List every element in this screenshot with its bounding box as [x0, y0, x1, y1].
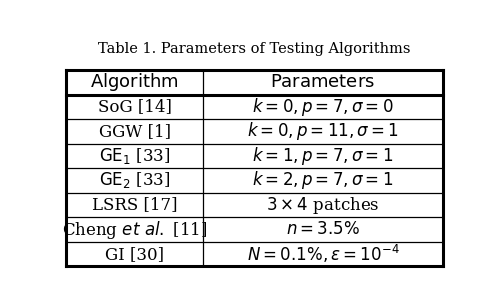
Text: GGW [1]: GGW [1]	[99, 123, 171, 140]
Text: $\mathbf{\mathrm{Algorithm}}$: $\mathbf{\mathrm{Algorithm}}$	[90, 71, 179, 93]
Text: LSRS [17]: LSRS [17]	[92, 197, 178, 214]
Text: $3 \times 4$ patches: $3 \times 4$ patches	[266, 194, 380, 216]
Text: $k = 0, p = 7, \sigma = 0$: $k = 0, p = 7, \sigma = 0$	[252, 96, 394, 118]
Text: $\mathrm{GE}_1$ [33]: $\mathrm{GE}_1$ [33]	[99, 146, 170, 166]
Text: $\mathrm{GE}_2$ [33]: $\mathrm{GE}_2$ [33]	[99, 171, 170, 191]
Text: SoG [14]: SoG [14]	[98, 98, 172, 115]
Text: $k = 0, p = 11, \sigma = 1$: $k = 0, p = 11, \sigma = 1$	[247, 120, 399, 142]
Text: $k = 1, p = 7, \sigma = 1$: $k = 1, p = 7, \sigma = 1$	[252, 145, 394, 167]
Text: Cheng $\mathit{et\ al.}$ [11]: Cheng $\mathit{et\ al.}$ [11]	[62, 219, 207, 241]
Text: $\mathbf{\mathrm{Parameters}}$: $\mathbf{\mathrm{Parameters}}$	[270, 73, 375, 91]
Text: $k = 2, p = 7, \sigma = 1$: $k = 2, p = 7, \sigma = 1$	[252, 169, 394, 191]
Text: $n = 3.5\%$: $n = 3.5\%$	[286, 221, 360, 238]
Text: Table 1. Parameters of Testing Algorithms: Table 1. Parameters of Testing Algorithm…	[98, 42, 411, 56]
Text: $N = 0.1\%, \epsilon = 10^{-4}$: $N = 0.1\%, \epsilon = 10^{-4}$	[247, 243, 399, 265]
Text: GI [30]: GI [30]	[105, 246, 164, 263]
